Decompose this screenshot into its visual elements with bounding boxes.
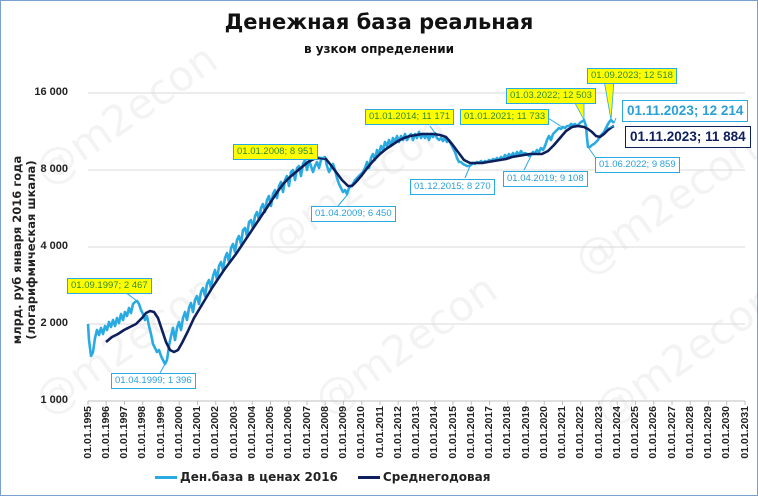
x-tick: 01.01.2004: [246, 406, 258, 459]
series-annual-average: [105, 124, 615, 354]
annotation-last-average: 01.11.2023; 11 884: [625, 126, 751, 148]
annotation-last-real: 01.11.2023; 12 214: [622, 100, 749, 122]
annotation-1997-high: 01.09.1997; 2 467: [67, 278, 152, 294]
annotation-2021-high: 01.01.2021; 11 733: [460, 109, 550, 125]
x-tick: 01.01.2017: [483, 406, 495, 459]
x-tick: 01.01.2025: [629, 406, 641, 459]
x-tick: 01.01.2000: [173, 406, 185, 459]
annotation-2022-low: 01.06.2022; 9 859: [595, 157, 680, 173]
gridlines: [88, 92, 745, 325]
annotation-1999-low: 01.04.1999; 1 396: [111, 373, 196, 389]
legend-swatch-light-blue-icon: [155, 475, 177, 479]
x-tick: 01.01.2030: [720, 406, 732, 459]
x-tick: 01.01.2019: [520, 406, 532, 459]
x-tick: 01.01.1998: [136, 406, 148, 459]
x-tick: 01.01.2023: [593, 406, 605, 459]
chart-subtitle: в узком определении: [303, 42, 455, 56]
x-tick: 01.01.2020: [538, 406, 550, 459]
annotation-2019-low: 01.04.2019; 9 108: [503, 171, 588, 187]
x-tick: 01.01.2021: [556, 406, 568, 459]
callout-pointer: [574, 102, 585, 121]
annotation-leaders: [124, 117, 617, 374]
x-tick: 01.01.2007: [301, 406, 313, 459]
chart-title: Денежная база реальная: [224, 10, 534, 34]
x-tick: 01.01.2010: [355, 406, 367, 459]
annotation-2015-low: 01.12.2015; 8 270: [410, 179, 495, 195]
x-tick: 01.01.2013: [410, 406, 422, 459]
legend: Ден.база в ценах 2016 Среднегодовая: [155, 470, 490, 484]
y-tick: 8 000: [40, 163, 68, 175]
x-tick: 01.01.2003: [228, 406, 240, 459]
x-tick: 01.01.2014: [428, 406, 440, 459]
series-real-monetary-base: [86, 118, 615, 366]
x-tick: 01.01.2008: [319, 406, 331, 459]
x-tick: 01.01.2005: [264, 406, 276, 459]
x-tick: 01.01.2026: [647, 406, 659, 459]
x-tick: 01.01.2027: [666, 406, 678, 459]
x-axis-ticks: [87, 401, 746, 405]
annotation-2022-high: 01.03.2022; 12 503: [506, 88, 596, 104]
x-tick: 01.01.2011: [374, 406, 386, 458]
y-tick: 4 000: [40, 240, 68, 252]
legend-item-average[interactable]: Среднегодовая: [357, 470, 491, 484]
y-tick: 1 000: [40, 394, 68, 406]
x-tick: 01.01.1999: [155, 406, 167, 459]
x-tick: 01.01.2009: [337, 406, 349, 459]
x-tick: 01.01.2001: [191, 406, 203, 459]
x-tick: 01.01.2012: [392, 406, 404, 459]
x-tick: 01.01.1995: [82, 406, 94, 459]
y-tick: 2 000: [40, 317, 68, 329]
x-tick: 01.01.2015: [447, 406, 459, 459]
x-tick: 01.01.2018: [501, 406, 513, 459]
annotation-2023-high: 01.09.2023; 12 518: [587, 68, 677, 84]
y-tick: 16 000: [34, 86, 68, 98]
legend-swatch-navy-icon: [357, 475, 380, 479]
x-tick: 01.01.2024: [611, 406, 623, 459]
x-tick: 01.01.2016: [465, 406, 477, 459]
x-tick: 01.01.2029: [702, 406, 714, 459]
x-tick: 01.01.2028: [684, 406, 696, 459]
legend-label: Среднегодовая: [382, 470, 491, 484]
x-tick: 01.01.1997: [118, 406, 130, 459]
annotation-2009-low: 01.04.2009; 6 450: [311, 206, 396, 222]
annotation-2014-high: 01.01.2014; 11 171: [365, 109, 455, 125]
x-tick: 01.01.1996: [100, 406, 112, 459]
x-tick: 01.01.2006: [282, 406, 294, 459]
callout-pointer: [603, 79, 615, 121]
x-tick: 01.01.2031: [739, 406, 751, 459]
x-tick: 01.01.2002: [209, 406, 221, 459]
legend-item-real[interactable]: Ден.база в ценах 2016: [155, 470, 338, 484]
x-tick: 01.01.2022: [574, 406, 586, 459]
legend-label: Ден.база в ценах 2016: [180, 470, 338, 484]
annotation-2008-high: 01.01.2008; 8 951: [233, 144, 318, 160]
